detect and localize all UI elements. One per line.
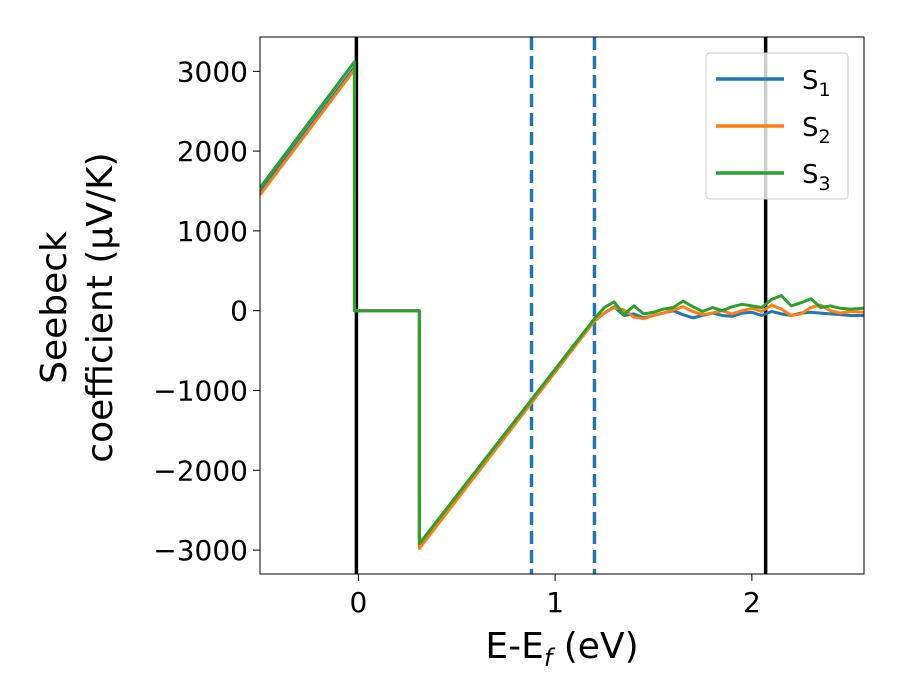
y-tick-label: −2000 (153, 454, 248, 487)
x-tick-label: 0 (349, 586, 367, 619)
y-tick-label: 1000 (177, 215, 248, 248)
legend-label-s1: S1 (802, 66, 831, 101)
legend-label-s3: S3 (802, 160, 831, 195)
y-axis-label: Seebeck coefficient (μV/K) (34, 152, 121, 462)
legend: S1 S2 S3 (705, 52, 849, 200)
y-tick-label: 2000 (177, 135, 248, 168)
x-tick-label: 1 (546, 586, 564, 619)
series-line-s3 (260, 60, 864, 546)
y-tick-label: 0 (230, 295, 248, 328)
y-tick-label: −1000 (153, 374, 248, 407)
y-tick-label: −3000 (153, 534, 248, 567)
legend-label-s2: S2 (802, 113, 831, 148)
plot-frame (259, 36, 865, 575)
x-axis-label: E-Ef (eV) (485, 626, 638, 672)
x-tick-label: 2 (743, 586, 761, 619)
x-axis-ticks: 0 1 2 (349, 574, 761, 619)
series-line-s2 (260, 68, 864, 550)
y-tick-label: 3000 (177, 55, 248, 88)
series-lines (260, 60, 864, 550)
y-axis-ticks: 3000 2000 1000 0 −1000 −2000 −3000 (153, 55, 260, 567)
